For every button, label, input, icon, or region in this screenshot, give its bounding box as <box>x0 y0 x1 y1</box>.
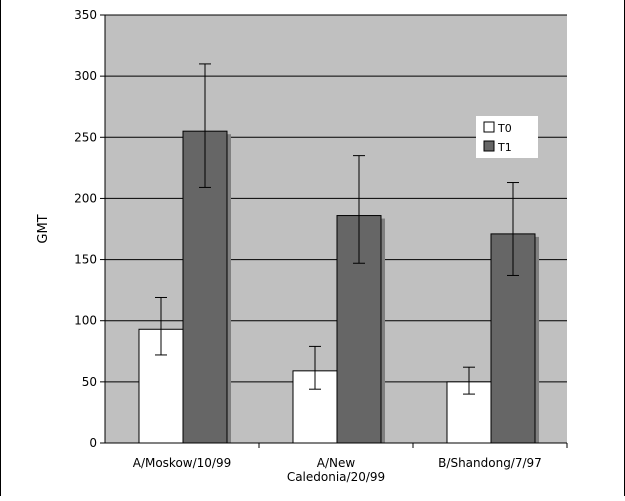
legend-swatch-t0 <box>483 121 495 133</box>
x-category-label: A/New <box>317 456 356 470</box>
axes <box>100 14 568 448</box>
y-tick-label: 50 <box>82 375 97 389</box>
x-category-label: B/Shandong/7/97 <box>438 456 542 470</box>
y-tick-label: 200 <box>74 191 97 205</box>
legend-label-t0: T0 <box>497 122 512 135</box>
y-tick-label: 150 <box>74 253 97 267</box>
error-bars <box>155 63 519 395</box>
legend-swatch-t1 <box>483 140 495 152</box>
x-category-label: Caledonia/20/99 <box>287 470 385 484</box>
y-tick-label: 250 <box>74 130 97 144</box>
x-category-label: A/Moskow/10/99 <box>133 456 232 470</box>
y-axis-label: GMT <box>36 214 51 243</box>
y-tick-label: 100 <box>74 314 97 328</box>
y-tick-label: 350 <box>74 8 97 22</box>
legend-label-t1: T1 <box>497 141 512 154</box>
y-tick-label: 0 <box>89 436 97 450</box>
y-tick-label: 300 <box>74 69 97 83</box>
y-tick-labels: 0 50 100 150 200 250 300 350 <box>74 8 97 450</box>
